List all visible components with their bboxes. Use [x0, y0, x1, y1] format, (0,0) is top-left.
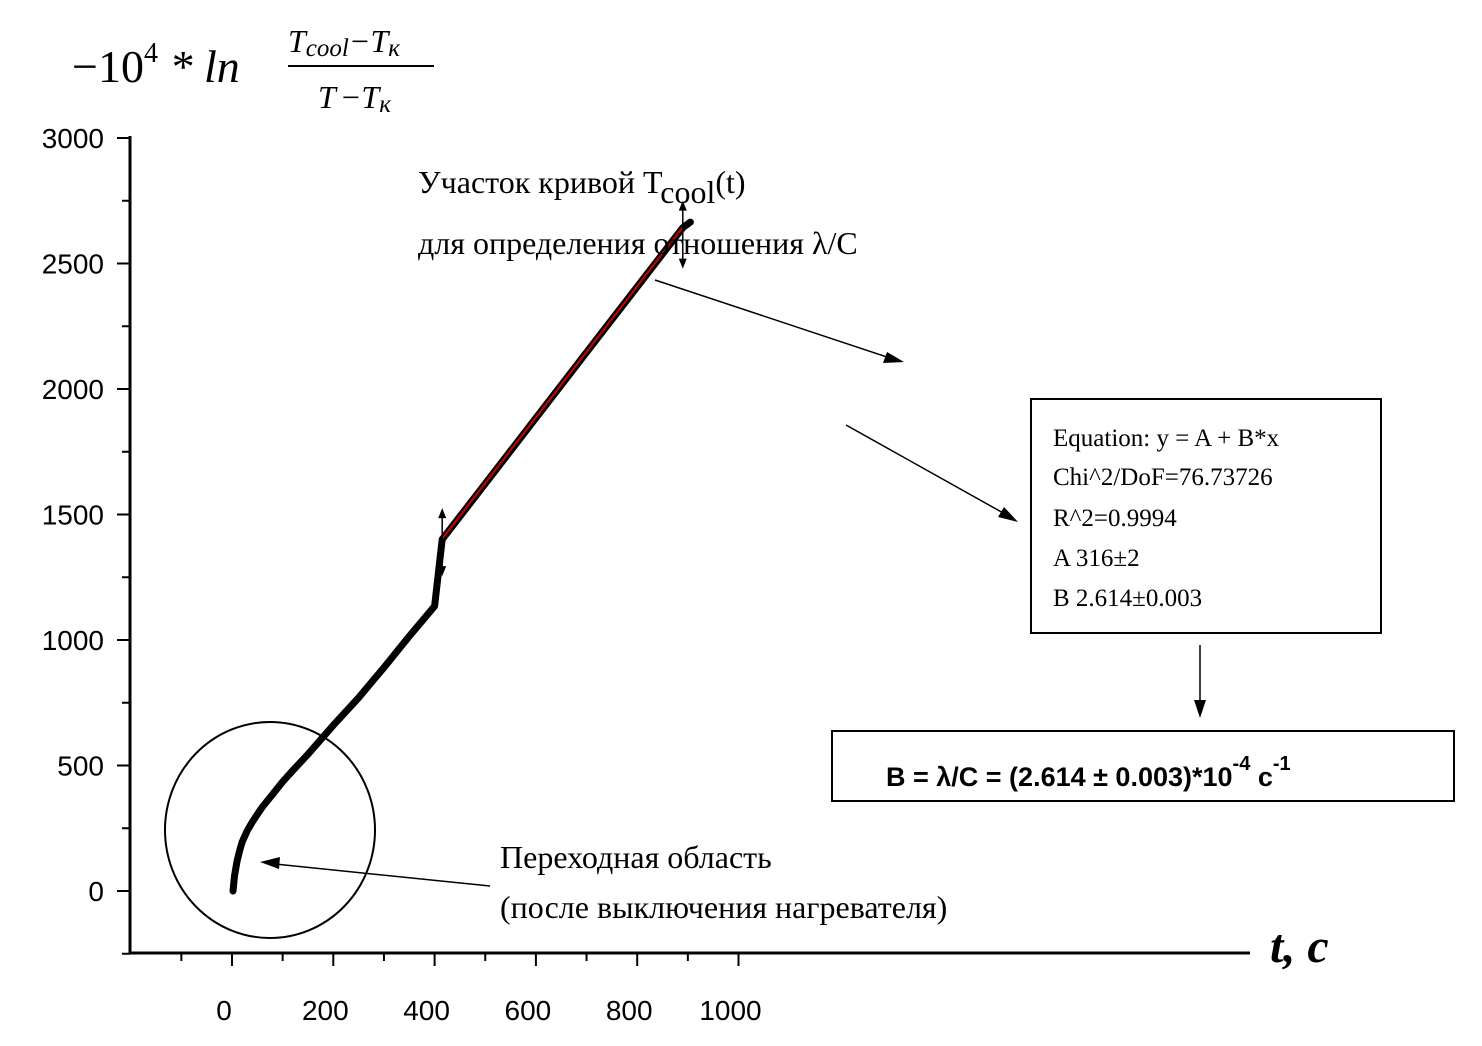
fit-box-arrow: [1194, 645, 1206, 718]
y-label-numerator: Tcool−Tк: [288, 23, 400, 62]
y-label-exponent: 4: [144, 38, 158, 69]
fit-r2: R^2=0.9994: [1053, 505, 1177, 532]
y-tick-label: 0: [88, 876, 104, 907]
fit-range-marker: [678, 200, 687, 269]
fit-equation: Equation: y = A + B*x: [1053, 425, 1280, 452]
result-box: B = λ/C = (2.614 ± 0.003)*10-4 c-1: [831, 730, 1455, 802]
x-tick-label: 1000: [699, 995, 761, 1026]
x-tick-label: 800: [606, 995, 653, 1026]
ticks: [117, 137, 740, 966]
fit-line: [441, 226, 684, 540]
transition-annotation-line2: (после выключения нагревателя): [500, 889, 947, 925]
fit-line-arrow: [845, 424, 1018, 522]
y-label-prefix: −10: [72, 41, 144, 92]
x-tick-label: 0: [216, 995, 232, 1026]
segment-annotation-line1: Участок кривой Tcool(t): [418, 164, 746, 210]
x-axis-label: t, c: [1270, 920, 1329, 973]
y-tick-label: 2500: [42, 249, 104, 280]
y-tick-label: 1000: [42, 625, 104, 656]
y-tick-label: 3000: [42, 123, 104, 154]
y-tick-label: 1500: [42, 500, 104, 531]
y-label-denominator: T −Tк: [318, 79, 391, 118]
y-axis-label: −104 * ln Tcool−Tк T −Tк: [72, 23, 434, 118]
x-tick-label: 600: [505, 995, 552, 1026]
fit-box: Equation: y = A + B*x Chi^2/DoF=76.73726…: [1030, 398, 1382, 634]
segment-arrow: [654, 279, 904, 363]
measured-curve: [229, 218, 694, 895]
fit-a: A 316±2: [1053, 545, 1140, 572]
fit-range-marker: [438, 508, 447, 577]
tick-labels: 0 200 400 600 800 1000 0 500 1000 1500 2000 2500 300…: [42, 123, 762, 1026]
x-tick-label: 200: [302, 995, 349, 1026]
fit-range-markers: [438, 200, 687, 577]
fit-chi2: Chi^2/DoF=76.73726: [1053, 464, 1273, 491]
transition-circle: [164, 721, 376, 939]
svg-text:−104 * ln: −104 * ln: [72, 38, 240, 92]
y-label-operator: * ln: [158, 41, 240, 92]
x-tick-label: 400: [403, 995, 450, 1026]
y-tick-label: 2000: [42, 374, 104, 405]
result-formula: B = λ/C = (2.614 ± 0.003)*10-4 c-1: [886, 753, 1291, 792]
transition-arrow: [260, 857, 491, 887]
segment-annotation-line2: для определения отношения λ/C: [418, 225, 858, 261]
transition-annotation-line1: Переходная область: [500, 839, 772, 875]
fit-b: B 2.614±0.003: [1053, 585, 1202, 612]
y-tick-label: 500: [57, 751, 104, 782]
